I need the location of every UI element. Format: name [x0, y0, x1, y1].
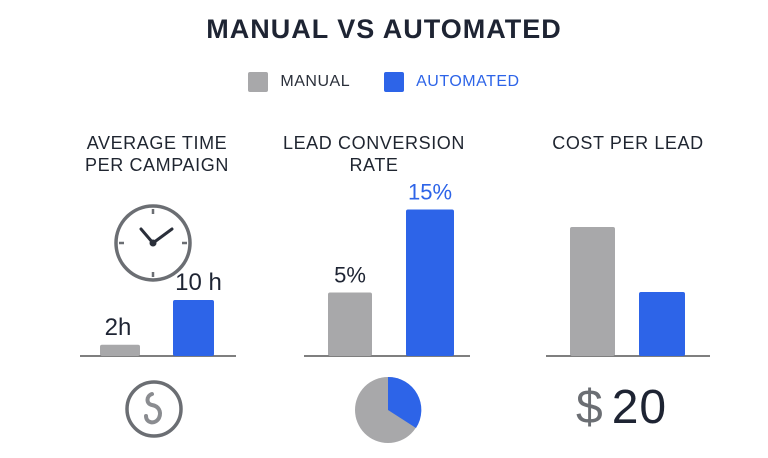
- legend-swatch-manual: [248, 72, 269, 92]
- panel-title-cost-line1: COST PER LEAD: [552, 133, 704, 153]
- legend-item-automated: AUTOMATED: [384, 72, 519, 92]
- bar-cost-automated: [639, 292, 685, 356]
- data-label-p2-manual: 5%: [334, 263, 366, 288]
- legend: MANUAL AUTOMATED: [0, 72, 768, 92]
- panel3-bars: [570, 227, 685, 356]
- panel-title-time-line2: PER CAMPAIGN: [85, 155, 229, 175]
- cost-amount: 20: [611, 381, 668, 434]
- chart-title: MANUAL VS AUTOMATED: [206, 14, 562, 44]
- cost-value: $20: [576, 380, 667, 435]
- legend-item-manual: MANUAL: [248, 72, 350, 92]
- legend-swatch-automated: [384, 72, 405, 92]
- panel-title-time: AVERAGE TIME PER CAMPAIGN: [47, 132, 267, 176]
- bar-cost-manual: [570, 227, 615, 356]
- pie-chart-icon: [355, 376, 422, 443]
- data-label-p1-automated: 10 h: [175, 269, 222, 296]
- panel-title-conversion-line1: LEAD CONVERSION: [282, 133, 466, 153]
- bar-p1-automated: [173, 300, 214, 356]
- dollar-icon: $: [576, 381, 604, 434]
- bar-p2-manual: [328, 292, 372, 356]
- clock-icon: [114, 204, 192, 282]
- bar-p1-manual: [100, 344, 140, 356]
- circular-arrow-icon: [125, 380, 183, 438]
- panel-title-time-line1: AVERAGE TIME: [86, 133, 228, 153]
- legend-label-manual: MANUAL: [280, 73, 351, 90]
- panel-title-cost: COST PER LEAD: [518, 132, 738, 154]
- data-label-p2-automated: 15%: [408, 180, 452, 205]
- legend-label-automated: AUTOMATED: [416, 73, 520, 90]
- panel-title-conversion-line2: RATE: [349, 155, 399, 175]
- bar-p2-automated: [406, 209, 454, 356]
- data-label-p1-manual: 2h: [105, 314, 132, 341]
- panel1-bars: 2h 10 h: [100, 269, 222, 356]
- panel2-bars: 5% 15%: [328, 180, 454, 356]
- panel-title-conversion: LEAD CONVERSION RATE: [264, 132, 484, 176]
